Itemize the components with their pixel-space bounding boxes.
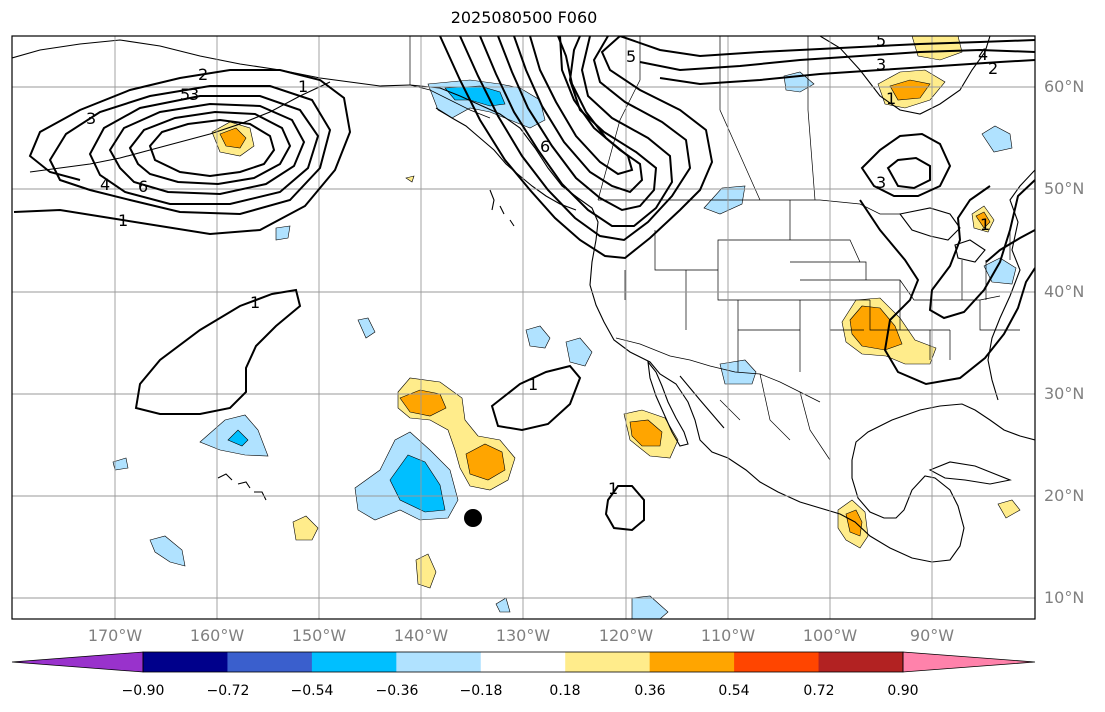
gridlines [12,36,1035,619]
contour-label: 1 [980,215,990,234]
us-mexico-border [615,337,821,403]
alaska-coast [12,39,411,87]
negative-anomaly-west-pacific-core [227,429,249,447]
contour-southeast [859,199,1035,386]
contour-label: 4 [978,45,988,64]
map-frame [11,35,1036,620]
mexico-state-lines [719,373,831,461]
lon-label: 170°W [87,626,143,645]
alaska-canada-border [409,36,491,119]
contour-label: 1 [886,89,896,108]
lat-label: 60°N [1044,77,1085,96]
contour-closed-1-south [604,485,645,532]
storm-center-dot [464,509,482,527]
contour-ridge-north [619,36,1035,58]
contour-gulf-trough [439,36,714,260]
colorbar-tick-label: 0.90 [887,683,919,699]
negative-anomaly-central-pacific-core [389,454,446,513]
baja-california [647,360,689,447]
lat-label: 20°N [1044,486,1085,505]
lat-label: 40°N [1044,282,1085,301]
lon-label: 90°W [909,626,955,645]
lon-label: 150°W [291,626,347,645]
contour-label: 1 [250,293,260,312]
contour-label: 3 [876,173,886,192]
colorbar-tick-label: 0.36 [634,683,666,699]
contour-label: 5 [626,47,636,66]
contour-closed-1-offshore [490,364,582,432]
great-lakes [899,207,961,241]
contour-label: 1 [298,77,308,96]
us-state-lines [624,200,1020,372]
aleutian-islands [29,81,331,173]
contour-label: 6 [138,177,148,196]
colorbar-tick-label: −0.90 [121,683,165,699]
contour-label: 6 [540,137,550,156]
contour-label: 5 [180,85,190,104]
colorbar-tick-label: 0.72 [803,683,835,699]
contour-lines [13,36,1035,532]
hawaii [217,473,267,501]
contour-closed-1-pacific [134,288,302,415]
lon-label: 110°W [700,626,756,645]
contour-labels: 2 3 5 3 4 6 1 5 6 1 1 1 1 3 3 2 5 4 1 1 [86,31,998,498]
lat-label: 30°N [1044,384,1085,403]
lon-label: 120°W [598,626,654,645]
contour-label: 3 [876,55,886,74]
canada-province-lines [597,36,816,201]
contour-label: 2 [988,59,998,78]
colorbar-tick-label: 0.18 [549,683,581,699]
lat-label: 10°N [1044,588,1085,607]
lon-label: 160°W [189,626,245,645]
contour-label: 1 [608,479,618,498]
lat-label: 50°N [1044,179,1085,198]
east-coast [987,169,1035,401]
gulf-of-california-coast [679,375,725,429]
contour-label: 3 [189,85,199,104]
contour-label: 3 [86,109,96,128]
contour-label: 2 [198,65,208,84]
colorbar-tick-label: −0.72 [206,683,250,699]
colorbar-tick-label: −0.54 [290,683,334,699]
contour-label: 5 [876,31,886,50]
cuba [928,461,1012,485]
map-title: 2025080500 F060 [450,8,598,27]
lon-label: 130°W [495,626,551,645]
contour-label: 1 [118,211,128,230]
contour-label: 1 [528,375,538,394]
colorbar-tick-label: −0.18 [459,683,503,699]
political-borders [409,36,1020,461]
contour-label: 4 [100,175,110,194]
lon-label: 140°W [393,626,449,645]
contour-low-north-pacific-1 [13,69,352,236]
contour-high-great-lakes [860,132,952,197]
colorbar-tick-label: 0.54 [718,683,750,699]
lon-label: 100°W [802,626,858,645]
colorbar-tick-label: −0.36 [375,683,419,699]
